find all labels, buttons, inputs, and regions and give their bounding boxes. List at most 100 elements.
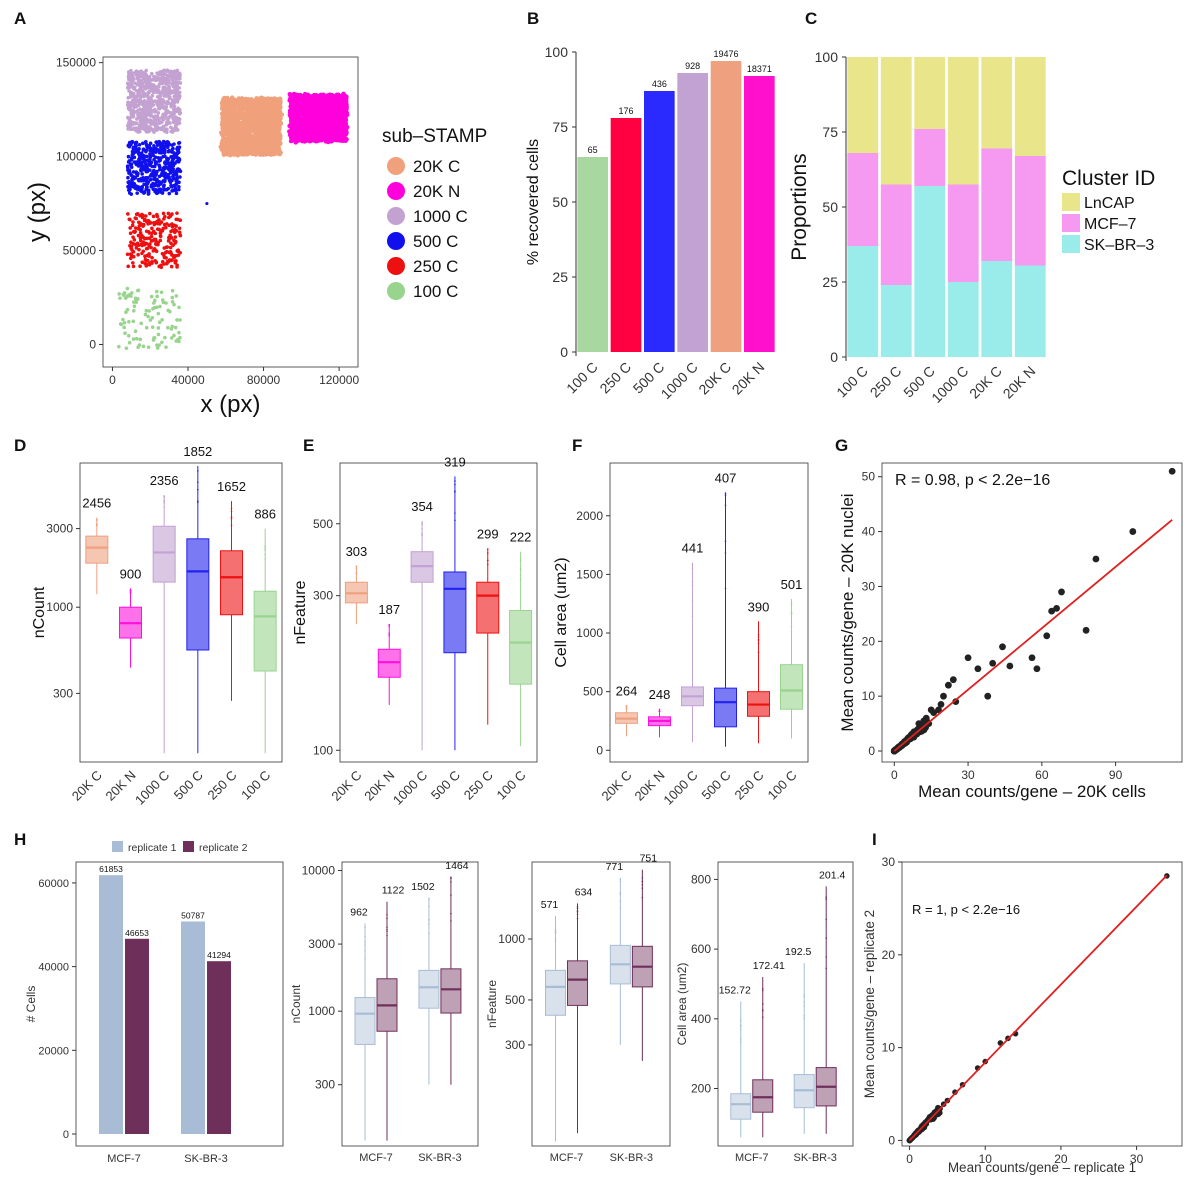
panel-a-point [319,123,324,128]
panel-e-box [443,476,467,751]
panel-a-point [129,119,133,124]
panel-a-point [134,171,139,175]
panel-a-point [140,118,145,123]
panel-a-point [132,230,137,235]
panel-a-point [159,290,164,295]
panel-a-point [162,222,167,227]
panel-a-point [170,143,175,147]
panel-a-point [134,99,139,104]
panel-e-box-body [443,571,467,654]
panel-a-point [157,174,162,179]
panel-c-xtick-label: 20K C [966,363,1005,402]
panel-a-point [135,191,139,195]
panel-a-point [144,179,149,184]
panel-a-point [137,224,142,228]
panel-a-point [127,191,132,195]
panel-a-point [227,98,232,104]
panel-a-point [259,99,265,105]
panel-a-point [175,265,179,269]
panel-b-bar-label: 65 [588,145,598,155]
panel-a-point [129,165,134,170]
panel-a-point [143,165,147,169]
panel-a-point [226,151,231,156]
panel-e-outlier [355,566,358,568]
panel-a-point [129,111,133,116]
panel-a-point [117,344,121,349]
panel-a-point [317,128,322,134]
panel-a-point [172,333,176,338]
panel-e-outlier [421,532,423,535]
panel-a-point [131,250,136,254]
panel-d-box-body [85,535,109,564]
panel-a-point [129,162,134,166]
panel-a-point [169,114,173,119]
panel-a-point [145,125,150,129]
panel-a-point [133,329,138,334]
panel-a-point [171,156,176,161]
panel-a-point [311,123,317,128]
panel-a-point [144,106,149,111]
panel-a-point [163,178,167,183]
panel-a-point [136,252,140,257]
panel-a-point [148,162,152,167]
panel-a-point [273,103,279,109]
panel-a-point [150,325,155,329]
panel-a-point [177,140,182,145]
panel-a-point [126,160,131,164]
panel-a-point [146,345,151,349]
panel-a-point [342,137,347,143]
panel-d-ytick-label: 3000 [46,522,73,536]
panel-a-point [299,137,304,142]
panel-a-point [130,71,135,76]
panel-d-box-label: 2456 [82,496,111,511]
panel-a-xtick-label: 0 [109,373,116,387]
panel-a-point [137,142,142,147]
panel-a-point [129,291,134,295]
panel-a-point [177,226,182,231]
panel-a-point [130,177,134,182]
panel-a-point [124,346,129,350]
panel-e-ytick-label: 100 [313,743,333,757]
panel-a-legend-swatch [387,282,405,300]
panel-a-point [163,214,167,219]
panel-a-point [132,304,137,308]
panel-a-point [139,166,144,171]
panel-a-point [259,104,265,110]
panel-d-box-body [220,550,243,616]
panel-a-point [164,88,169,93]
panel-d-box-label: 1852 [183,444,212,459]
panel-a-point [231,123,237,128]
panel-a-point [320,115,325,121]
panel-a-point [328,113,334,118]
panel-a-point [164,261,169,266]
panel-a-point [132,97,137,101]
panel-a-point [128,116,132,121]
panel-e-outlier [388,632,391,634]
panel-d-box-label: 886 [254,507,276,522]
panel-a-point [155,346,160,350]
panel-a-point [142,191,146,195]
panel-a-point [152,157,156,162]
panel-a-point [148,114,152,118]
panel-e-outlier [519,569,522,571]
panel-b-ytick-label: 75 [552,119,568,135]
panel-a-point [148,211,152,216]
panel-a-point [143,214,148,218]
panel-a-point [231,99,236,104]
panel-a-point [290,99,296,105]
panel-c-bar-segment [1014,57,1046,156]
panel-a-point [167,215,171,220]
panel-a-point [148,177,153,182]
panel-a-point [158,79,163,84]
panel-a-point [139,233,144,238]
panel-e-outlier [519,574,522,576]
panel-a-point [175,180,180,185]
panel-a-legend-label: 20K N [413,182,460,201]
panel-e-outlier [519,567,522,570]
panel-a-point [152,122,157,127]
panel-a-point [254,136,259,141]
panel-a-point [166,308,170,313]
panel-a-point [296,131,301,136]
panel-a-point [164,301,168,305]
panel-a-point [238,109,243,114]
